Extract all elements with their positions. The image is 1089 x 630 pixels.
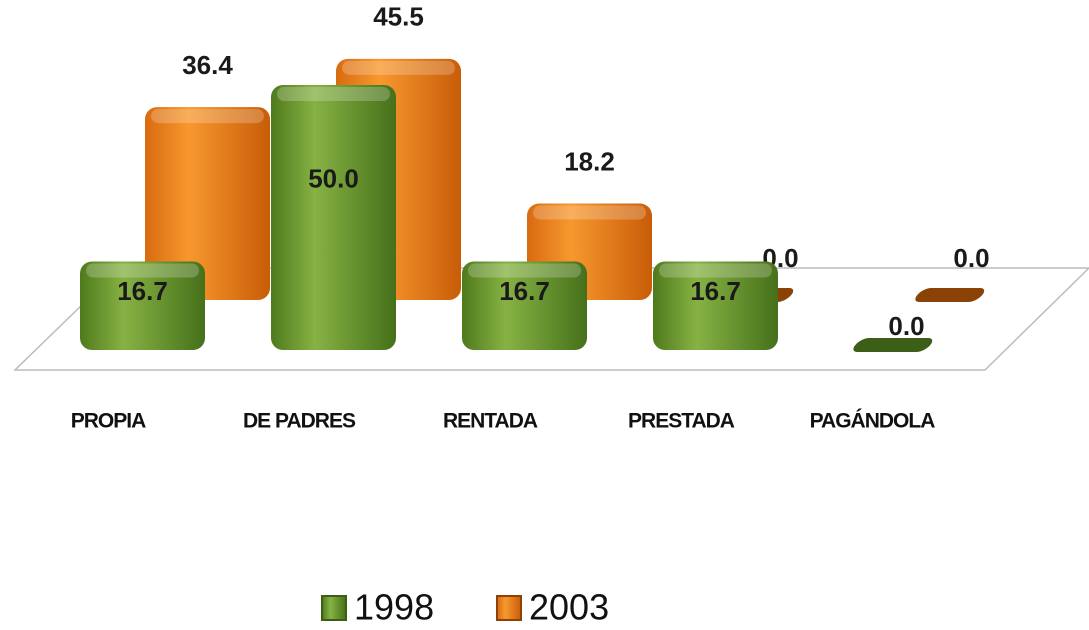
bar xyxy=(915,288,985,302)
x-tick-label: DE PADRES xyxy=(243,410,356,433)
bar-top xyxy=(342,60,455,75)
x-tick-label: PAGÁNDOLA xyxy=(810,410,936,433)
x-tick-label: PRESTADA xyxy=(628,410,735,433)
value-label: 0.0 xyxy=(888,311,924,341)
bar xyxy=(145,107,270,300)
value-label: 16.7 xyxy=(499,276,550,306)
value-label: 45.5 xyxy=(373,2,424,32)
bar-top xyxy=(86,263,199,278)
x-tick-label: PROPIA xyxy=(71,410,146,433)
legend-marker xyxy=(321,595,347,621)
bar xyxy=(462,261,587,350)
bar xyxy=(853,338,933,352)
value-label: 50.0 xyxy=(308,163,359,193)
x-tick-label: RENTADA xyxy=(443,410,538,433)
value-label: 0.0 xyxy=(953,243,989,273)
value-label: 18.2 xyxy=(564,146,615,176)
legend-marker xyxy=(496,595,522,621)
bar-top xyxy=(277,87,390,101)
value-label: 16.7 xyxy=(117,276,168,306)
value-label: 36.4 xyxy=(182,50,233,80)
bar-top xyxy=(151,109,264,124)
bar-top xyxy=(468,263,581,278)
bar xyxy=(271,85,396,350)
bar-top xyxy=(659,263,772,278)
bar xyxy=(653,261,778,350)
bar-top xyxy=(533,205,646,220)
value-label: 16.7 xyxy=(690,276,741,306)
legend-label: 1998 xyxy=(354,587,434,628)
bar xyxy=(80,261,205,350)
legend-label: 2003 xyxy=(529,587,609,628)
